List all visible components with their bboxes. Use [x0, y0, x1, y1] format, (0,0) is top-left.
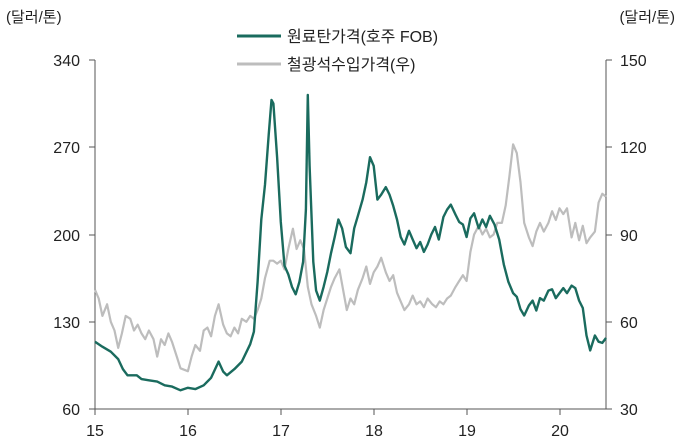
- right-tick-label: 90: [620, 228, 638, 245]
- x-tick-label: 20: [551, 423, 569, 440]
- x-tick-label: 15: [86, 423, 104, 440]
- right-tick-label: 60: [620, 315, 638, 332]
- left-y-ticks: 340 270 200 130 60: [53, 53, 95, 419]
- left-tick-label: 130: [53, 315, 80, 332]
- x-tick-label: 19: [458, 423, 476, 440]
- x-tick-label: 17: [272, 423, 290, 440]
- right-y-ticks: 150 120 90 60 30: [606, 53, 647, 419]
- series-line-coking-coal: [94, 93, 607, 392]
- left-tick-label: 200: [53, 228, 80, 245]
- right-tick-label: 120: [620, 140, 647, 157]
- x-tick-label: 18: [365, 423, 383, 440]
- right-tick-label: 150: [620, 53, 647, 70]
- left-tick-label: 60: [62, 402, 80, 419]
- series-line-iron-ore: [93, 143, 607, 373]
- left-tick-label: 340: [53, 53, 80, 70]
- legend-label-iron-ore: 철광석수입가격(우): [287, 56, 415, 74]
- legend-label-coking-coal: 원료탄가격(호주 FOB): [287, 28, 438, 46]
- right-axis-unit: (달러/톤): [619, 9, 675, 26]
- legend: 원료탄가격(호주 FOB) 철광석수입가격(우): [237, 28, 438, 74]
- left-tick-label: 270: [53, 140, 80, 157]
- x-tick-label: 16: [179, 423, 197, 440]
- right-tick-label: 30: [620, 402, 638, 419]
- left-axis-unit: (달러/톤): [6, 9, 62, 26]
- x-ticks: 15 16 17 18 19 20: [86, 409, 569, 440]
